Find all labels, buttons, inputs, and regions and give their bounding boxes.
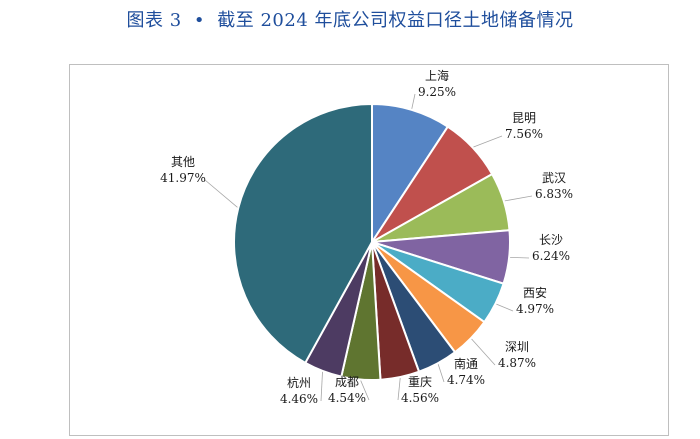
- slice-label-7: 重庆: [408, 375, 432, 389]
- slice-labels: 上海 9.25% 昆明 7.56% 武汉 6.83% 长沙 6.24% 西安 4.97% 深圳 4.8…: [160, 68, 573, 406]
- slice-value-10: 41.97%: [160, 171, 206, 185]
- title-bullet: •: [193, 10, 206, 31]
- slice-value-4: 4.97%: [516, 302, 554, 316]
- leader-line-1: [473, 135, 503, 148]
- figure-title-text: 截至 2024 年底公司权益口径土地储备情况: [217, 10, 574, 31]
- leader-lines: [204, 93, 533, 402]
- slice-label-4: 西安: [523, 285, 547, 300]
- slice-label-0: 上海: [425, 68, 449, 83]
- slice-value-3: 6.24%: [532, 249, 570, 263]
- slice-label-1: 昆明: [512, 111, 536, 125]
- slice-label-10: 其他: [171, 155, 195, 169]
- slice-label-5: 深圳: [505, 340, 529, 354]
- slice-value-1: 7.56%: [505, 127, 543, 141]
- leader-line-9: [320, 371, 323, 402]
- leader-line-3: [510, 257, 530, 259]
- slice-label-9: 杭州: [287, 375, 311, 390]
- leader-line-2: [504, 195, 533, 202]
- pie-slice-10: [233, 102, 373, 365]
- slice-value-0: 9.25%: [418, 85, 456, 99]
- leader-line-10: [204, 179, 238, 208]
- pie-slice-0: [371, 102, 450, 246]
- leader-line-4: [496, 303, 514, 312]
- leader-line-0: [411, 93, 416, 109]
- figure-number: 图表 3: [126, 10, 182, 31]
- slice-value-6: 4.74%: [447, 373, 485, 387]
- slice-value-7: 4.56%: [401, 391, 439, 405]
- leader-line-8: [360, 380, 370, 401]
- leader-line-7: [397, 378, 401, 401]
- slice-value-2: 6.83%: [535, 187, 573, 201]
- slice-value-8: 4.54%: [328, 391, 366, 405]
- pie-chart: 上海 9.25% 昆明 7.56% 武汉 6.83% 长沙 6.24% 西安 4.97% 深圳 4.8…: [160, 68, 573, 406]
- leader-line-6: [437, 364, 445, 383]
- leader-line-5: [471, 338, 496, 366]
- figure-title: 图表 3 • 截至 2024 年底公司权益口径土地储备情况: [0, 6, 700, 32]
- slice-value-5: 4.87%: [498, 356, 536, 370]
- pie-slices: [233, 102, 511, 381]
- slice-label-3: 长沙: [539, 233, 563, 247]
- slice-label-6: 南通: [454, 356, 478, 371]
- slice-value-9: 4.46%: [280, 392, 318, 406]
- slice-label-2: 武汉: [542, 171, 566, 185]
- slice-label-8: 成都: [335, 375, 359, 389]
- chart-frame: 上海 9.25% 昆明 7.56% 武汉 6.83% 长沙 6.24% 西安 4.97% 深圳 4.8…: [69, 64, 669, 436]
